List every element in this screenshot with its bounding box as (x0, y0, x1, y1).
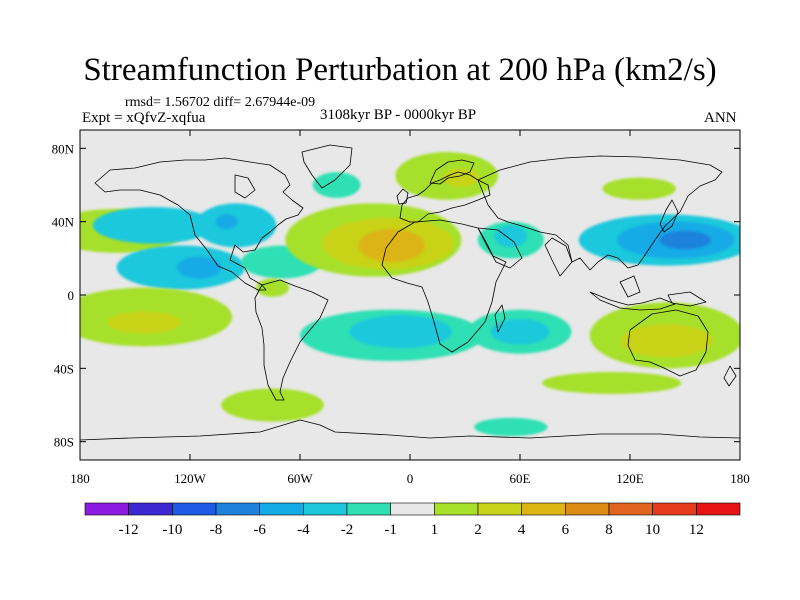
colorbar-swatch (696, 502, 741, 516)
x-tick-label: 180 (730, 471, 750, 486)
anomaly-australia-4 (620, 324, 713, 358)
colorbar-swatch (172, 502, 217, 516)
colorbar-label: -12 (119, 522, 139, 538)
anomaly-southern-ocean-pos (542, 372, 682, 394)
colorbar-label: 12 (689, 522, 704, 538)
y-tick-label: 80S (54, 435, 74, 450)
y-tick-label: 40N (52, 215, 75, 230)
coast-indonesia (589, 291, 676, 311)
coast-greenland (301, 144, 353, 189)
coast-asia (477, 155, 723, 271)
x-tick-label: 120W (174, 471, 207, 486)
colorbar-label: 6 (562, 522, 570, 538)
anomaly-field (80, 152, 740, 437)
colorbar-swatch (652, 502, 697, 516)
stats-text: rmsd= 1.56702 diff= 2.67944e-09 (125, 95, 316, 110)
colorbar-label: -8 (210, 522, 223, 538)
colorbar-label: -10 (162, 522, 182, 538)
colorbar-swatch (608, 502, 653, 516)
colorbar-label: -4 (297, 522, 310, 538)
coast-arabia (477, 227, 523, 269)
anomaly-antarctic-neg (474, 417, 548, 437)
anomaly-us-core (215, 214, 238, 230)
season-label: ANN (704, 110, 737, 126)
coast-hudson-bay (234, 174, 256, 199)
period-label: 3108kyr BP - 0000kyr BP (320, 107, 477, 123)
coast-new-zealand (723, 365, 737, 387)
coast-north-america (94, 157, 304, 291)
y-tick-label: 0 (68, 288, 75, 303)
coast-borneo (619, 275, 641, 298)
anomaly-drake-pos (221, 388, 324, 422)
coast-australia (627, 309, 709, 377)
anomaly-sahara-pos-6 (358, 229, 425, 262)
colorbar-swatch (521, 502, 566, 516)
anomaly-indian-ocean-core (490, 318, 550, 345)
coast-africa (381, 219, 507, 353)
colorbar-swatch (84, 502, 129, 516)
colorbar-label: 1 (431, 522, 439, 538)
anomaly-south-pacific-4 (107, 311, 181, 334)
coast-antarctica (80, 419, 740, 441)
coast-india (544, 237, 573, 277)
anomaly-siberia-pos (602, 177, 676, 200)
chart-title: Streamfunction Perturbation at 200 hPa (… (83, 52, 717, 88)
coast-south-america (254, 279, 329, 401)
colorbar-swatch (128, 502, 173, 516)
colorbar: -12 -10 -8 -6 -4 -2 -1 1 2 4 6 8 10 12 (84, 502, 741, 538)
experiment-label: Expt = xQfvZ-xqfua (82, 110, 206, 126)
coast-scandinavia (429, 159, 475, 185)
colorbar-swatch (346, 502, 391, 516)
colorbar-swatch (303, 502, 348, 516)
anomaly-scandinavia-4 (443, 168, 480, 187)
colorbar-label: 10 (645, 522, 660, 538)
coastlines (80, 144, 740, 441)
colorbar-swatch (434, 502, 479, 516)
x-tick-label: 60E (510, 471, 531, 486)
y-tick-label: 80N (52, 141, 75, 156)
anomaly-east-pacific-core (177, 256, 222, 279)
anomaly-middle-east-core (494, 225, 528, 248)
coast-madagascar (494, 304, 506, 333)
colorbar-label: -2 (341, 522, 354, 538)
colorbar-swatch (259, 502, 304, 516)
colorbar-swatch (215, 502, 260, 516)
anomaly-north-america-neg (92, 207, 214, 244)
anomaly-south-atlantic-core (349, 315, 453, 349)
colorbar-swatch (565, 502, 610, 516)
colorbar-label: 8 (605, 522, 613, 538)
coast-britain (396, 188, 409, 205)
colorbar-swatch (477, 502, 522, 516)
colorbar-label: -6 (253, 522, 266, 538)
axes: 180 120W 60W 0 60E 120E 180 80N 40N 0 40S 80S (52, 130, 750, 486)
y-tick-label: 40S (54, 361, 74, 376)
colorbar-label: -1 (384, 522, 397, 538)
coast-japan (659, 199, 679, 233)
colorbar-swatch (390, 502, 435, 516)
colorbar-label: 2 (474, 522, 482, 538)
anomaly-greenland-neg (312, 172, 361, 198)
x-tick-label: 0 (407, 471, 414, 486)
anomaly-south-america-pos (256, 278, 289, 297)
x-tick-label: 60W (287, 471, 313, 486)
colorbar-label: 4 (518, 522, 526, 538)
x-tick-label: 180 (70, 471, 90, 486)
coast-new-guinea (667, 291, 707, 307)
anomaly-nw-pacific-6 (659, 230, 711, 250)
x-tick-label: 120E (616, 471, 644, 486)
